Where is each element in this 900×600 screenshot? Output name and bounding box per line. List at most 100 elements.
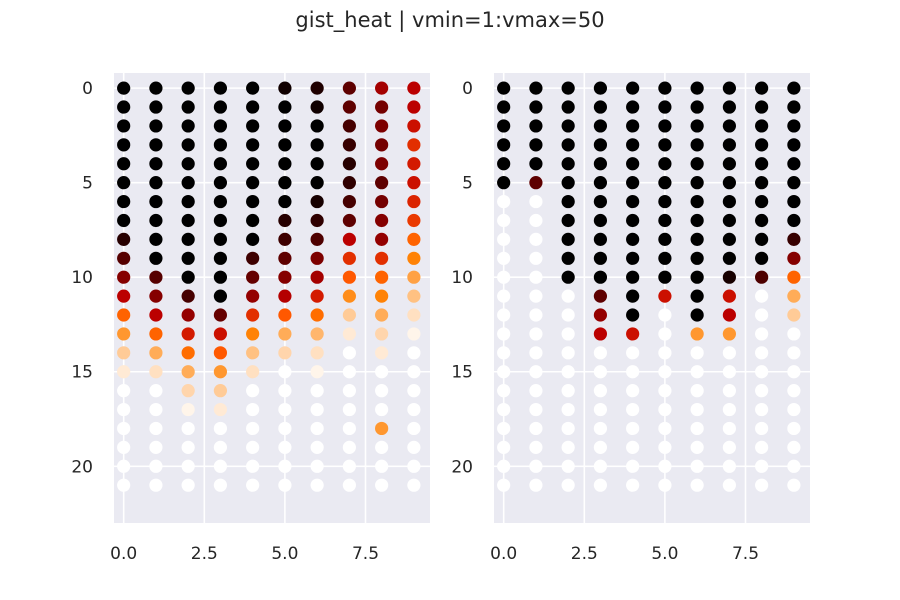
data-point (658, 327, 672, 341)
data-point (722, 176, 736, 190)
data-point (213, 232, 228, 246)
data-point (407, 251, 421, 265)
data-point (626, 402, 640, 417)
data-point (375, 119, 389, 133)
data-point (342, 213, 356, 228)
data-point (342, 176, 356, 190)
data-point (787, 289, 801, 303)
data-point (181, 459, 195, 473)
data-point (278, 81, 292, 95)
data-point (342, 402, 356, 417)
data-point (213, 421, 228, 436)
data-point (181, 251, 195, 265)
data-point (787, 270, 801, 284)
data-point (626, 365, 640, 379)
data-point (375, 384, 389, 398)
data-point (722, 478, 736, 492)
data-point (561, 440, 575, 454)
data-point (722, 289, 736, 303)
data-point (117, 138, 131, 152)
data-point (497, 421, 511, 436)
data-point (278, 327, 292, 341)
data-point (497, 289, 511, 303)
data-point (375, 138, 389, 152)
data-point (722, 421, 736, 436)
data-point (529, 119, 543, 133)
data-point (342, 138, 356, 152)
data-point (117, 100, 131, 114)
data-point (181, 346, 195, 360)
data-point (213, 270, 228, 284)
data-point (497, 157, 511, 171)
data-point (593, 119, 608, 133)
data-point (342, 251, 356, 265)
data-point (787, 478, 801, 492)
data-point (181, 402, 195, 417)
data-point (755, 365, 769, 379)
data-point (246, 176, 260, 190)
data-point (497, 232, 511, 246)
data-point (529, 213, 543, 228)
data-point (722, 157, 736, 171)
data-point (278, 346, 292, 360)
data-point (117, 421, 131, 436)
data-point (722, 119, 736, 133)
data-point (117, 346, 131, 360)
data-point (626, 176, 640, 190)
data-point (497, 138, 511, 152)
data-point (658, 402, 672, 417)
data-point (497, 81, 511, 95)
data-point (529, 176, 543, 190)
data-point (497, 384, 511, 398)
data-point (755, 402, 769, 417)
data-point (529, 232, 543, 246)
data-point (561, 327, 575, 341)
data-point (375, 402, 389, 417)
data-point (787, 459, 801, 473)
data-point (561, 365, 575, 379)
x-tick-label: 7.5 (732, 544, 759, 564)
data-point (278, 459, 292, 473)
data-point (213, 213, 228, 228)
data-point (722, 194, 736, 209)
data-point (690, 327, 704, 341)
data-point (310, 327, 324, 341)
data-point (181, 138, 195, 152)
data-point (755, 176, 769, 190)
data-point (342, 194, 356, 209)
data-point (722, 100, 736, 114)
data-point (213, 194, 228, 209)
data-point (149, 327, 163, 341)
data-point (278, 100, 292, 114)
data-point (117, 232, 131, 246)
data-point (529, 308, 543, 322)
x-tick-label: 0.0 (110, 544, 137, 564)
data-point (149, 308, 163, 322)
data-point (690, 194, 704, 209)
y-tick-label: 10 (71, 268, 93, 288)
data-point (375, 346, 389, 360)
data-point (787, 119, 801, 133)
data-point (407, 402, 421, 417)
data-point (213, 157, 228, 171)
data-point (755, 251, 769, 265)
data-point (117, 176, 131, 190)
data-point (529, 100, 543, 114)
data-point (561, 270, 575, 284)
data-point (149, 251, 163, 265)
data-point (497, 327, 511, 341)
data-point (149, 119, 163, 133)
data-point (529, 346, 543, 360)
data-point (278, 232, 292, 246)
data-point (117, 157, 131, 171)
data-point (626, 194, 640, 209)
data-point (181, 440, 195, 454)
data-point (117, 194, 131, 209)
data-point (246, 232, 260, 246)
data-point (561, 459, 575, 473)
data-point (310, 308, 324, 322)
data-point (342, 308, 356, 322)
data-point (181, 478, 195, 492)
data-point (375, 308, 389, 322)
